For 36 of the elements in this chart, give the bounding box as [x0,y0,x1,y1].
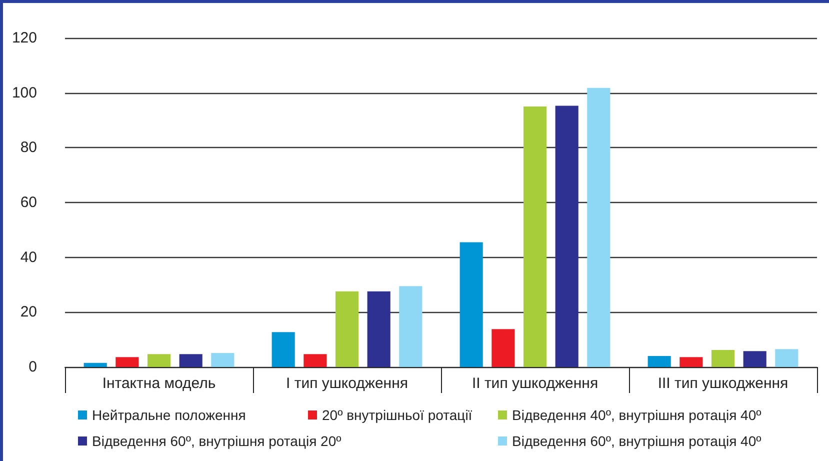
bar [211,353,234,367]
bar [555,106,578,367]
bar [367,291,390,367]
bar [775,349,798,367]
bar [84,362,107,367]
x-tick-label: I тип ушкодження [286,375,408,392]
legend-label: 20º внутрішньої ротації [322,407,472,423]
bar [147,354,171,367]
bar [272,332,295,367]
bar [335,291,359,367]
y-tick-label: 40 [20,248,37,266]
legend-label: Нейтральне положення [92,407,246,423]
bar [648,356,671,367]
bar [460,242,483,367]
bar [743,351,766,367]
x-tick-label: Інтактна модель [102,375,216,392]
y-tick-label: 0 [28,358,37,376]
legend-label: Відведення 60º, внутрішня ротація 40º [512,433,762,449]
y-tick-label: 20 [20,304,37,321]
bar [304,354,327,367]
y-tick-label: 80 [20,139,37,156]
bar [399,286,422,367]
bar [179,354,202,367]
y-tick-label: 120 [12,30,37,46]
y-tick-label: 100 [12,84,37,102]
bar [523,106,547,367]
bar [711,350,735,367]
y-tick-label: 60 [20,194,37,211]
bar [680,357,703,367]
x-tick-label: III тип ушкодження [658,375,788,392]
bar [587,88,610,367]
bar [492,329,515,367]
legend-label: Відведення 40º, внутрішня ротація 40º [512,407,762,423]
bar [116,357,139,367]
legend-label: Відведення 60º, внутрішня ротація 20º [92,433,342,449]
x-tick-label: II тип ушкодження [472,375,598,392]
